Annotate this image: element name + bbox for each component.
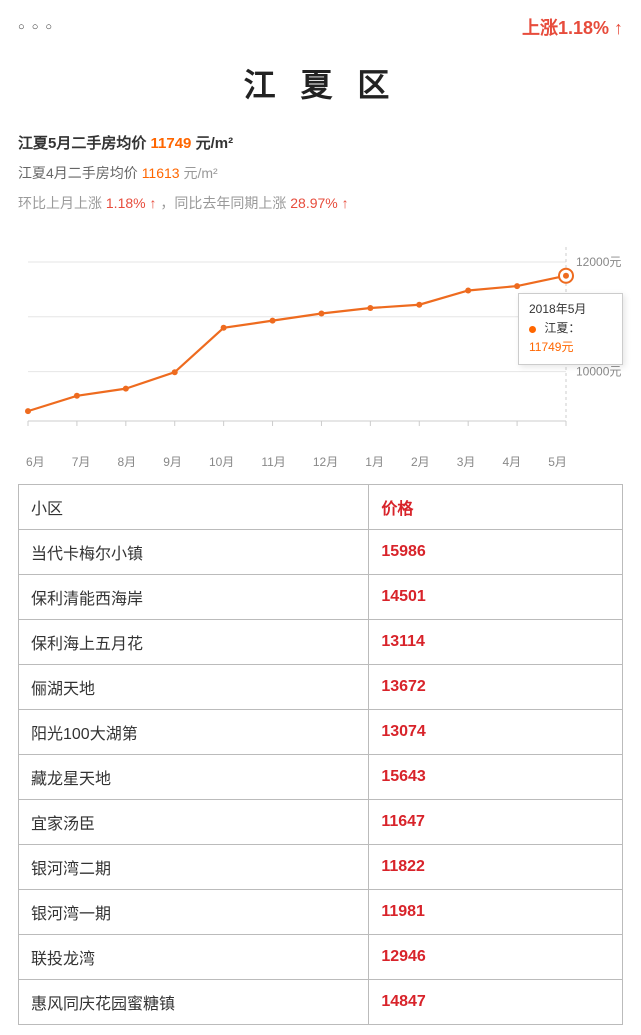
cell-price: 11647 [369, 800, 623, 845]
x-axis-label: 3月 [457, 453, 476, 470]
chart-tooltip: 2018年5月 江夏： 11749元 [518, 293, 623, 365]
table-row: 联投龙湾12946 [19, 935, 623, 980]
rise-badge: 上涨1.18% ↑ [522, 14, 623, 40]
x-axis-label: 1月 [365, 453, 384, 470]
page-title: 江 夏 区 [18, 60, 623, 106]
table-row: 银河湾一期11981 [19, 890, 623, 935]
stat-change-yoy: 28.97% ↑ [290, 195, 348, 211]
cell-price: 11981 [369, 890, 623, 935]
tooltip-title: 2018年5月 [529, 300, 612, 319]
stat-apr-label: 江夏4月二手房均价 [18, 165, 138, 181]
svg-text:10000元: 10000元 [576, 365, 621, 379]
x-axis-label: 7月 [72, 453, 91, 470]
stat-may-label: 江夏5月二手房均价 [18, 135, 146, 152]
cell-price: 13672 [369, 665, 623, 710]
cell-name: 阳光100大湖第 [19, 710, 369, 755]
cell-price: 14847 [369, 980, 623, 1025]
x-axis-label: 4月 [502, 453, 521, 470]
cell-price: 13074 [369, 710, 623, 755]
cell-name: 保利清能西海岸 [19, 575, 369, 620]
cell-name: 宜家汤臣 [19, 800, 369, 845]
table-row: 当代卡梅尔小镇15986 [19, 530, 623, 575]
x-axis-label: 10月 [209, 453, 234, 470]
price-chart: 12000元11000元10000元 2018年5月 江夏： 11749元 6月… [18, 231, 623, 470]
stat-apr: 江夏4月二手房均价 11613 元/m² [18, 163, 623, 183]
x-axis-label: 8月 [117, 453, 136, 470]
tooltip-marker-icon [529, 326, 536, 333]
stat-apr-value: 11613 [142, 165, 180, 181]
table-head-price: 价格 [369, 485, 623, 530]
x-axis-label: 12月 [313, 453, 338, 470]
table-row: 阳光100大湖第13074 [19, 710, 623, 755]
table-row: 宜家汤臣11647 [19, 800, 623, 845]
stat-change-middle: ，同比去年同期上涨 [160, 195, 286, 211]
cell-price: 15986 [369, 530, 623, 575]
cell-price: 15643 [369, 755, 623, 800]
cell-name: 俪湖天地 [19, 665, 369, 710]
cell-name: 惠风同庆花园蜜糖镇 [19, 980, 369, 1025]
cell-name: 保利海上五月花 [19, 620, 369, 665]
stat-change-mom: 1.18% ↑ [106, 195, 157, 211]
stat-change-prefix: 环比上月上涨 [18, 195, 102, 211]
cell-name: 联投龙湾 [19, 935, 369, 980]
table-row: 惠风同庆花园蜜糖镇14847 [19, 980, 623, 1025]
table-row: 银河湾二期11822 [19, 845, 623, 890]
table-row: 俪湖天地13672 [19, 665, 623, 710]
tooltip-series: 江夏： [544, 321, 580, 335]
x-axis-label: 9月 [163, 453, 182, 470]
cell-name: 银河湾二期 [19, 845, 369, 890]
stat-change: 环比上月上涨 1.18% ↑ ，同比去年同期上涨 28.97% ↑ [18, 193, 623, 213]
ellipsis-dots: ○ ○ ○ [18, 21, 54, 33]
svg-text:12000元: 12000元 [576, 255, 621, 269]
cell-price: 14501 [369, 575, 623, 620]
stat-may-value: 11749 [151, 135, 192, 152]
x-axis-label: 6月 [26, 453, 45, 470]
x-axis-label: 2月 [411, 453, 430, 470]
table-row: 藏龙星天地15643 [19, 755, 623, 800]
cell-name: 藏龙星天地 [19, 755, 369, 800]
cell-name: 当代卡梅尔小镇 [19, 530, 369, 575]
cell-price: 11822 [369, 845, 623, 890]
tooltip-value: 11749元 [529, 340, 573, 354]
stat-may: 江夏5月二手房均价 11749 元/m² [18, 132, 623, 153]
cell-price: 12946 [369, 935, 623, 980]
stat-may-unit: 元/m² [196, 135, 234, 152]
x-axis-label: 5月 [548, 453, 567, 470]
table-row: 保利海上五月花13114 [19, 620, 623, 665]
x-axis-label: 11月 [261, 453, 285, 470]
cell-name: 银河湾一期 [19, 890, 369, 935]
table-head-name: 小区 [19, 485, 369, 530]
stat-apr-unit: 元/m² [183, 165, 217, 181]
community-price-table: 小区 价格 当代卡梅尔小镇15986保利清能西海岸14501保利海上五月花131… [18, 484, 623, 1025]
cell-price: 13114 [369, 620, 623, 665]
table-row: 保利清能西海岸14501 [19, 575, 623, 620]
